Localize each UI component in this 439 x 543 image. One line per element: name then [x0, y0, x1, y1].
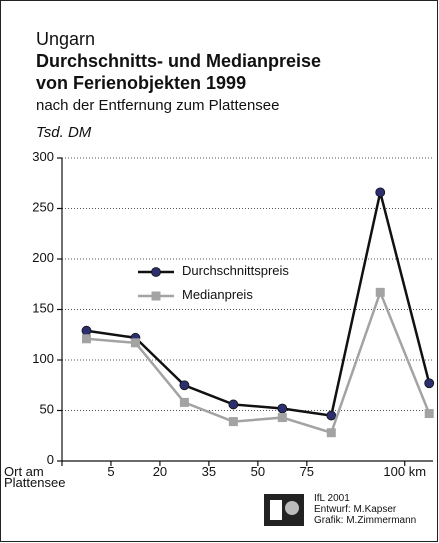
logo	[264, 494, 304, 526]
x-tick-label: 50	[251, 464, 265, 479]
point	[277, 413, 287, 423]
legend-marker	[151, 291, 161, 301]
subtitle: nach der Entfernung zum Plattensee	[36, 97, 280, 114]
region: Ungarn	[36, 29, 95, 49]
point	[179, 380, 190, 391]
point	[130, 338, 140, 348]
point	[277, 403, 288, 414]
y-axis-label: Tsd. DM	[36, 124, 92, 141]
series-line	[86, 288, 431, 435]
point	[375, 187, 386, 198]
point	[81, 325, 92, 336]
credit: Entwurf: M.Kapser	[314, 504, 397, 515]
y-tick-label: 100	[32, 351, 54, 366]
point	[424, 378, 435, 389]
credit: IfL 2001	[314, 493, 350, 504]
y-tick-label: 0	[47, 452, 54, 467]
point	[228, 399, 239, 410]
x-tick-label: 5	[107, 464, 114, 479]
legend-label: Medianpreis	[182, 287, 253, 302]
y-tick-label: 150	[32, 301, 54, 316]
legend-label: Durchschnittspreis	[182, 263, 289, 278]
legend-marker	[151, 267, 161, 277]
chart-title: Durchschnitts- und Medianpreise von Ferie…	[36, 51, 321, 93]
y-tick-label: 300	[32, 149, 54, 164]
x-tick-label: 100 km	[383, 464, 426, 479]
x-tick-label: 75	[300, 464, 314, 479]
point	[326, 428, 336, 438]
point	[375, 287, 385, 297]
credit: Grafik: M.Zimmermann	[314, 515, 416, 526]
point	[179, 397, 189, 407]
x-tick-label: 35	[202, 464, 216, 479]
y-tick-label: 50	[40, 402, 54, 417]
point	[326, 410, 337, 421]
point	[228, 417, 238, 427]
x-tick-label: 20	[153, 464, 167, 479]
series-line	[86, 192, 431, 417]
point	[81, 334, 91, 344]
y-tick-label: 200	[32, 250, 54, 265]
point	[424, 409, 434, 419]
y-tick-label: 250	[32, 200, 54, 215]
x-tick-label: Ort am Plattensee	[4, 464, 65, 490]
